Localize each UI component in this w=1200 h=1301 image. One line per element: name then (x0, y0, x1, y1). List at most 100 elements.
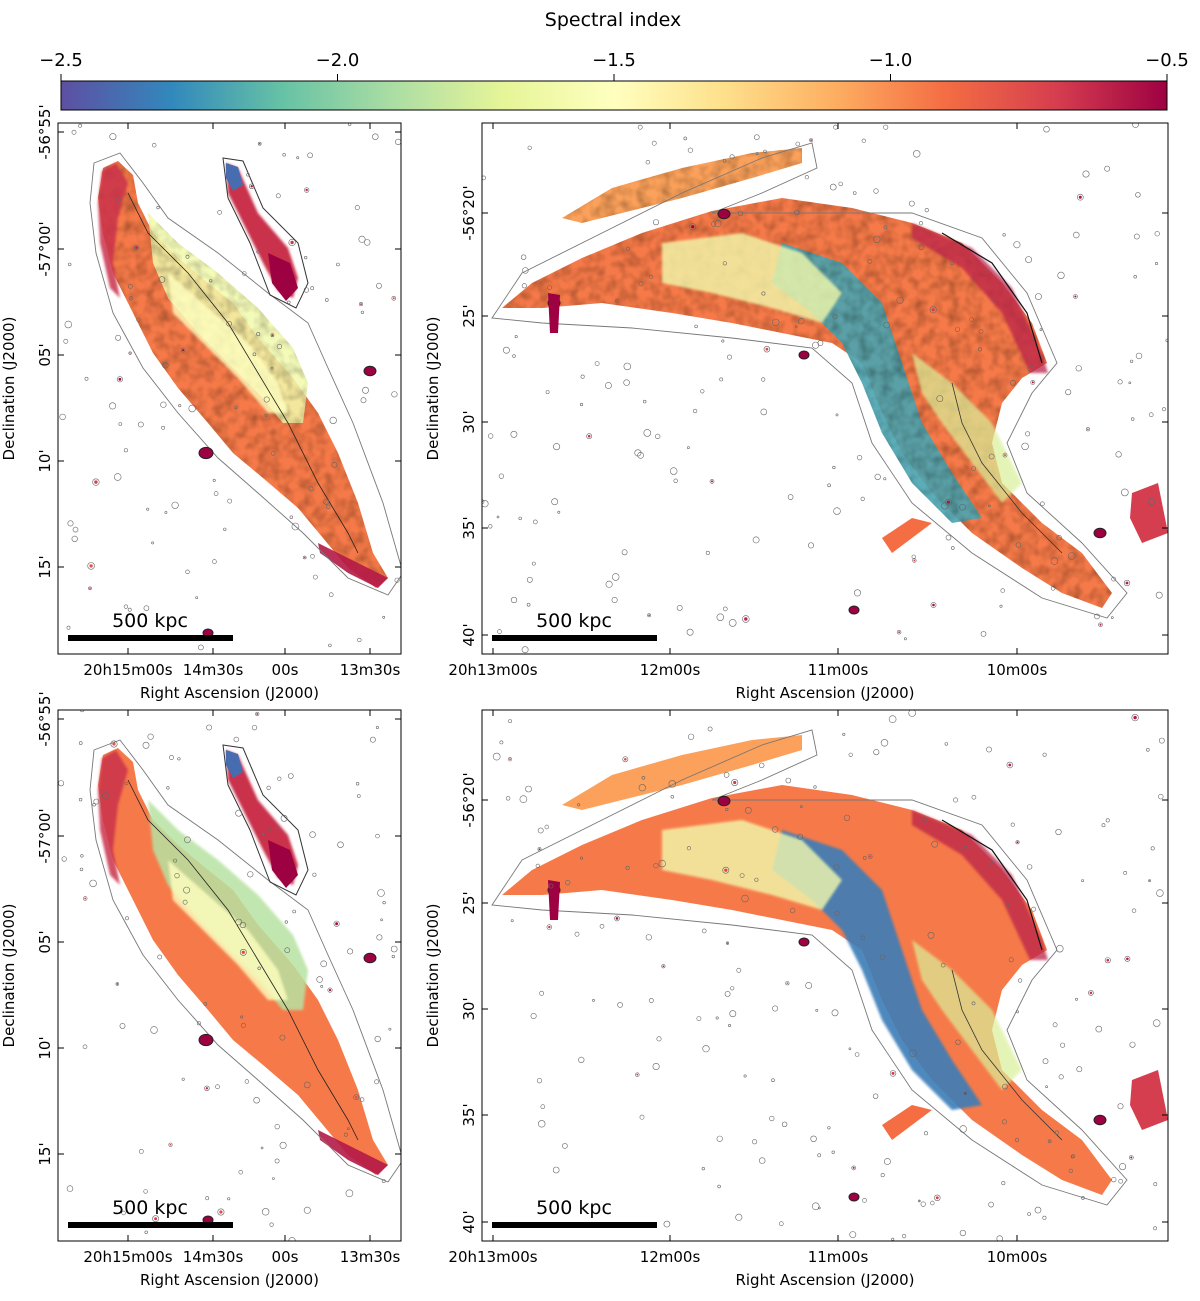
point-source-contour (787, 494, 794, 500)
point-source-contour (793, 209, 800, 216)
point-source-contour (84, 376, 89, 381)
point-source-contour (696, 1016, 702, 1021)
point-source-contour (721, 339, 725, 343)
y-tick-label: -57°00' (36, 808, 54, 863)
point-source-contour (185, 569, 190, 574)
point-source-contour (270, 333, 275, 337)
point-source-contour (246, 173, 250, 177)
point-source (89, 564, 93, 568)
point-source-contour (754, 877, 759, 882)
point-source (89, 587, 91, 590)
panel-top-left: 20h15m00s 14m30s 00s 13m30s -56°55' -57°00' 05… (0, 104, 402, 702)
point-source-contour (394, 577, 400, 583)
point-source-contour (109, 402, 117, 410)
point-source-contour (168, 1142, 173, 1147)
point-source-contour (128, 351, 132, 355)
point-source-contour (741, 894, 749, 903)
point-source-contour (918, 244, 925, 250)
point-source-contour (950, 546, 955, 550)
point-source-contour (763, 346, 771, 353)
point-source-contour (1153, 1182, 1158, 1187)
spectral-index-map (491, 710, 1168, 1241)
point-source-contour (162, 362, 169, 369)
point-source-contour (731, 779, 739, 787)
point-source-contour (653, 219, 660, 226)
point-source-contour (181, 1077, 185, 1081)
point-source-contour (599, 924, 605, 929)
point-source (182, 349, 185, 352)
point-source (290, 240, 294, 245)
point-source-contour (1131, 908, 1137, 913)
point-source-contour (212, 559, 217, 564)
point-source-contour (1027, 365, 1034, 373)
scale-bar-label: 500 kpc (112, 1197, 188, 1219)
point-source-contour (282, 153, 286, 157)
point-source-contour (813, 785, 817, 789)
point-source-contour (744, 806, 752, 814)
point-source-contour (940, 962, 946, 968)
point-source-contour (257, 966, 261, 970)
point-source-contour (1056, 534, 1062, 541)
point-source (1126, 957, 1129, 961)
point-source-contour (551, 498, 559, 506)
point-source-contour (807, 542, 814, 549)
point-source-contour (759, 1157, 766, 1164)
point-source-contour (945, 498, 952, 506)
point-source-contour (950, 261, 954, 266)
y-axis-label: Declination (J2000) (424, 317, 442, 461)
point-source-contour (953, 797, 959, 803)
point-source-contour (323, 498, 330, 505)
point-source-contour (196, 1021, 201, 1026)
point-source-contour (184, 836, 191, 844)
point-source (836, 912, 839, 915)
point-source-contour (80, 854, 84, 858)
point-source-contour (1154, 231, 1160, 237)
point-source-contour (686, 446, 690, 450)
point-source (1087, 428, 1089, 431)
point-source-contour (390, 945, 398, 953)
point-source-contour (274, 1124, 280, 1130)
point-source-contour (312, 872, 317, 877)
point-source-contour (88, 586, 92, 591)
point-source-contour (526, 576, 533, 583)
point-source-contour (150, 1026, 158, 1034)
point-source-contour (851, 1165, 857, 1171)
point-source (154, 1217, 158, 1221)
point-source-contour (239, 921, 246, 929)
point-source-contour (223, 527, 227, 531)
point-source-contour (67, 520, 74, 527)
point-source (304, 556, 306, 559)
point-source-contour (320, 960, 328, 968)
point-source-contour (204, 1085, 210, 1091)
point-source-contour (817, 1153, 822, 1158)
point-source (744, 617, 748, 621)
point-source-contour (1016, 1010, 1019, 1014)
point-source-contour (645, 159, 651, 165)
point-source-contour (722, 158, 727, 163)
point-source-contour (1075, 997, 1078, 1001)
point-source-contour (707, 726, 713, 732)
point-source-contour (143, 605, 150, 612)
point-source (913, 559, 916, 562)
point-source-contour (1001, 1181, 1006, 1186)
point-source-contour (833, 864, 840, 871)
point-source-contour (1025, 256, 1032, 263)
point-source-contour (1068, 1168, 1073, 1174)
point-source-contour (1128, 381, 1132, 385)
x-axis-label: Right Ascension (J2000) (140, 684, 319, 702)
point-source (328, 989, 332, 992)
point-source-contour (988, 504, 991, 508)
point-source-contour (115, 197, 121, 203)
point-source-contour (235, 918, 242, 926)
point-source-contour (1042, 752, 1047, 757)
point-source-contour (185, 254, 190, 259)
point-source-contour (1123, 870, 1128, 875)
point-source (615, 917, 619, 920)
point-source-contour (127, 607, 132, 612)
point-source-contour (276, 343, 282, 350)
point-source-contour (497, 629, 502, 634)
point-source (118, 377, 122, 381)
point-source (662, 965, 665, 968)
point-source-contour (269, 1222, 274, 1227)
point-source-contour (909, 1049, 917, 1058)
